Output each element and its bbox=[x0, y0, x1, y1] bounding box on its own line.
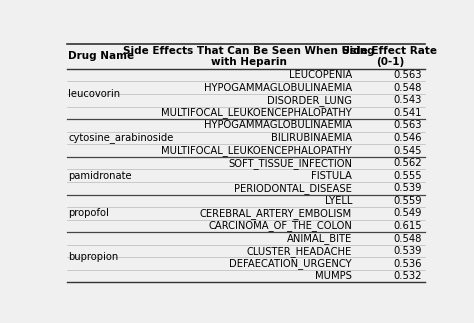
Text: Side Effects That Can Be Seen When Using
with Heparin: Side Effects That Can Be Seen When Using… bbox=[123, 46, 375, 67]
Text: 0.559: 0.559 bbox=[393, 196, 422, 206]
Text: 0.532: 0.532 bbox=[393, 271, 422, 281]
Text: DISORDER_LUNG: DISORDER_LUNG bbox=[267, 95, 352, 106]
Text: 0.555: 0.555 bbox=[393, 171, 422, 181]
Text: MULTIFOCAL_LEUKOENCEPHALOPATHY: MULTIFOCAL_LEUKOENCEPHALOPATHY bbox=[161, 145, 352, 156]
Text: HYPOGAMMAGLOBULINAEMIA: HYPOGAMMAGLOBULINAEMIA bbox=[204, 120, 352, 130]
Text: BILIRUBINAEMIA: BILIRUBINAEMIA bbox=[271, 133, 352, 143]
Text: DEFAECATION_URGENCY: DEFAECATION_URGENCY bbox=[229, 258, 352, 269]
Text: 0.562: 0.562 bbox=[393, 158, 422, 168]
Text: 0.541: 0.541 bbox=[393, 108, 422, 118]
Text: 0.543: 0.543 bbox=[393, 95, 422, 105]
Text: 0.539: 0.539 bbox=[393, 183, 422, 193]
Text: 0.563: 0.563 bbox=[393, 120, 422, 130]
Text: propofol: propofol bbox=[68, 208, 109, 218]
Text: 0.539: 0.539 bbox=[393, 246, 422, 256]
Text: HYPOGAMMAGLOBULINAEMIA: HYPOGAMMAGLOBULINAEMIA bbox=[204, 83, 352, 93]
Text: LEUCOPENIA: LEUCOPENIA bbox=[289, 70, 352, 80]
Text: 0.549: 0.549 bbox=[393, 208, 422, 218]
Text: MULTIFOCAL_LEUKOENCEPHALOPATHY: MULTIFOCAL_LEUKOENCEPHALOPATHY bbox=[161, 107, 352, 118]
Text: 0.548: 0.548 bbox=[393, 83, 422, 93]
Text: 0.546: 0.546 bbox=[393, 133, 422, 143]
Text: cytosine_arabinoside: cytosine_arabinoside bbox=[68, 132, 174, 143]
Text: Drug Name: Drug Name bbox=[68, 51, 135, 61]
Text: 0.545: 0.545 bbox=[393, 146, 422, 156]
Text: CEREBRAL_ARTERY_EMBOLISM: CEREBRAL_ARTERY_EMBOLISM bbox=[200, 208, 352, 219]
Text: 0.563: 0.563 bbox=[393, 70, 422, 80]
Text: ANIMAL_BITE: ANIMAL_BITE bbox=[287, 233, 352, 244]
Text: Side Effect Rate
(0-1): Side Effect Rate (0-1) bbox=[342, 46, 438, 67]
Text: PERIODONTAL_DISEASE: PERIODONTAL_DISEASE bbox=[234, 183, 352, 194]
Text: pamidronate: pamidronate bbox=[68, 171, 132, 181]
Text: FISTULA: FISTULA bbox=[311, 171, 352, 181]
Text: 0.536: 0.536 bbox=[393, 259, 422, 269]
Text: 0.548: 0.548 bbox=[393, 234, 422, 244]
Text: MUMPS: MUMPS bbox=[315, 271, 352, 281]
Text: leucovorin: leucovorin bbox=[68, 89, 120, 99]
Text: bupropion: bupropion bbox=[68, 252, 118, 262]
Text: 0.615: 0.615 bbox=[393, 221, 422, 231]
Text: LYELL: LYELL bbox=[325, 196, 352, 206]
Text: CLUSTER_HEADACHE: CLUSTER_HEADACHE bbox=[247, 245, 352, 256]
Text: SOFT_TISSUE_INFECTION: SOFT_TISSUE_INFECTION bbox=[228, 158, 352, 169]
Text: CARCINOMA_OF_THE_COLON: CARCINOMA_OF_THE_COLON bbox=[208, 221, 352, 231]
